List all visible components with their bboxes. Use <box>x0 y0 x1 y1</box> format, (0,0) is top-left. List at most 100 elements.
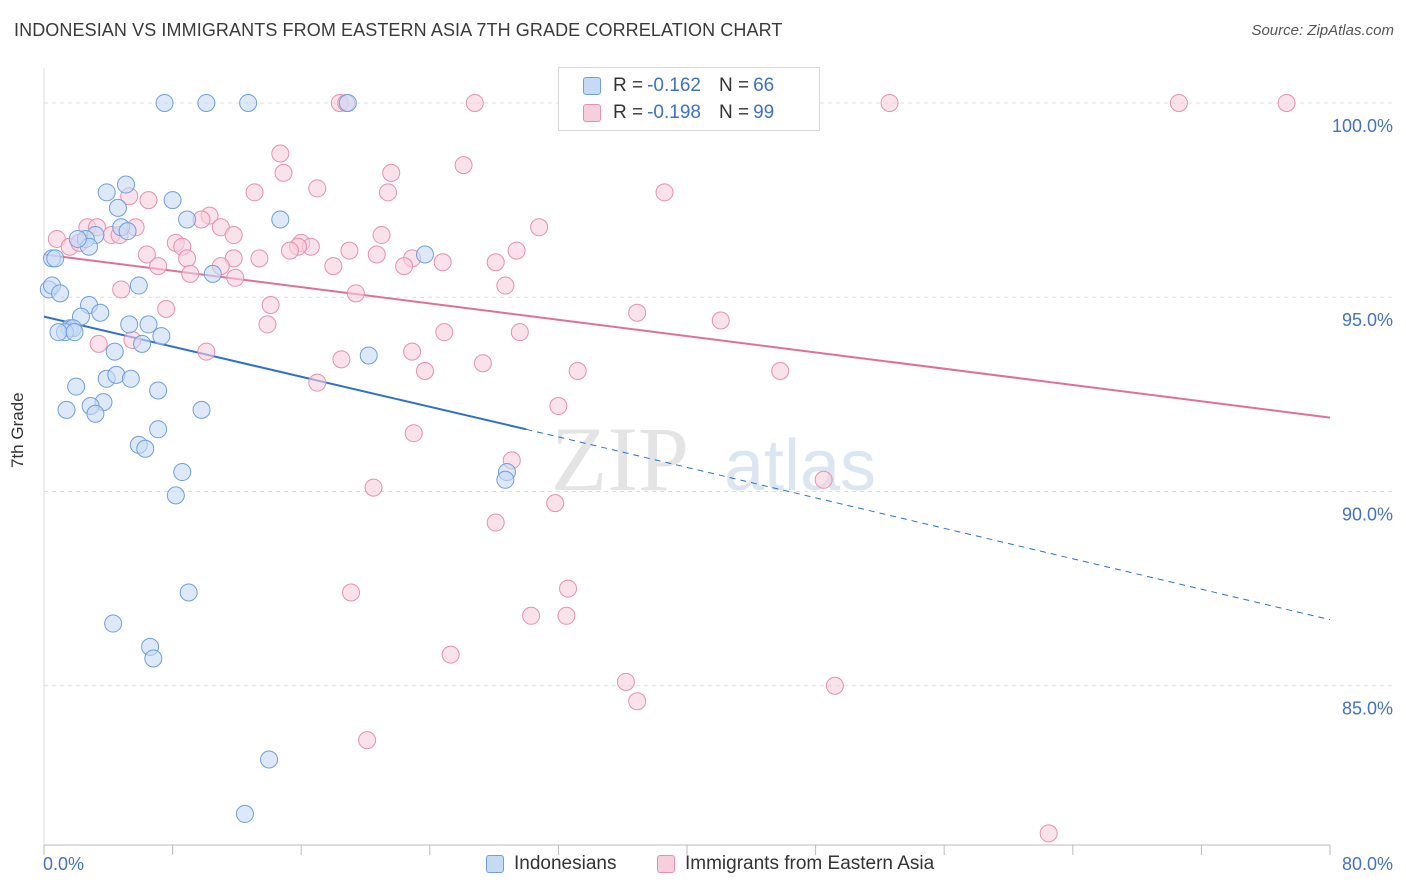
data-point-eastern-asia <box>367 245 386 264</box>
data-point-indonesians <box>68 229 87 248</box>
data-point-indonesians <box>116 175 135 194</box>
data-point-indonesians <box>173 463 192 482</box>
data-point-eastern-asia <box>112 280 131 299</box>
trend-line-indonesians-extension <box>526 428 1331 621</box>
data-point-indonesians <box>239 93 258 112</box>
data-point-eastern-asia <box>346 284 365 303</box>
data-point-indonesians <box>108 198 127 217</box>
data-point-eastern-asia <box>403 342 422 361</box>
legend-swatch-pink <box>583 104 601 122</box>
data-point-indonesians <box>129 276 148 295</box>
legend-r-label: R = <box>613 75 644 96</box>
y-axis-label: 7th Grade <box>8 392 27 468</box>
data-point-eastern-asia <box>261 295 280 314</box>
data-point-indonesians <box>133 334 152 353</box>
data-point-eastern-asia <box>372 226 391 245</box>
data-point-indonesians <box>65 323 84 342</box>
data-point-indonesians <box>49 323 68 342</box>
legend-label: Indonesians <box>514 853 617 874</box>
data-point-eastern-asia <box>157 299 176 318</box>
legend-r-label: R = <box>613 102 644 123</box>
legend-r-value: -0.162 <box>647 75 701 96</box>
data-point-indonesians <box>197 93 216 112</box>
data-point-eastern-asia <box>280 241 299 260</box>
data-point-indonesians <box>359 346 378 365</box>
data-point-eastern-asia <box>139 191 158 210</box>
data-point-eastern-asia <box>226 268 245 287</box>
data-point-indonesians <box>178 210 197 229</box>
data-point-indonesians <box>86 404 105 423</box>
y-tick-label: 100.0% <box>1332 116 1393 136</box>
stats-legend: R = -0.162 N = 66 R = -0.198 N = 99 <box>558 67 820 131</box>
data-point-eastern-asia <box>342 583 361 602</box>
data-point-indonesians <box>120 315 139 334</box>
data-point-indonesians <box>203 264 222 283</box>
x-tick-label: 0.0% <box>43 854 84 874</box>
data-point-eastern-asia <box>880 93 899 112</box>
data-point-eastern-asia <box>510 323 529 342</box>
legend-r-value: -0.198 <box>647 102 701 123</box>
data-point-indonesians <box>46 249 65 268</box>
data-point-eastern-asia <box>568 362 587 381</box>
y-tick-label: 90.0% <box>1342 504 1393 524</box>
data-point-indonesians <box>415 245 434 264</box>
data-point-eastern-asia <box>814 470 833 489</box>
data-point-indonesians <box>192 400 211 419</box>
data-point-indonesians <box>67 377 86 396</box>
data-point-indonesians <box>104 614 123 633</box>
data-point-eastern-asia <box>628 692 647 711</box>
data-point-indonesians <box>91 303 110 322</box>
data-point-indonesians <box>139 315 158 334</box>
tick-labels: 85.0% 90.0% 95.0% 100.0% 0.0% 80.0% <box>43 116 1393 874</box>
data-point-indonesians <box>155 93 174 112</box>
watermark: ZIP atlas <box>551 408 876 510</box>
trend-line-indonesians <box>43 315 527 431</box>
data-point-eastern-asia <box>415 362 434 381</box>
data-point-indonesians <box>97 183 116 202</box>
data-point-eastern-asia <box>274 163 293 182</box>
data-point-eastern-asia <box>308 373 327 392</box>
trend-lines <box>43 253 1331 621</box>
data-point-eastern-asia <box>379 183 398 202</box>
data-point-eastern-asia <box>258 315 277 334</box>
data-point-eastern-asia <box>1039 824 1058 843</box>
data-point-indonesians <box>144 649 163 668</box>
trend-line-eastern-asia <box>43 253 1331 419</box>
data-point-eastern-asia <box>340 241 359 260</box>
data-point-indonesians <box>118 222 137 241</box>
data-point-eastern-asia <box>628 303 647 322</box>
data-point-indonesians <box>338 93 357 112</box>
legend-label: Immigrants from Eastern Asia <box>685 853 935 874</box>
legend-n-value: 99 <box>753 102 775 123</box>
x-tick-label: 80.0% <box>1342 854 1393 874</box>
data-point-eastern-asia <box>364 478 383 497</box>
legend-item-indonesians[interactable]: Indonesians <box>486 852 616 876</box>
data-point-indonesians <box>121 369 140 388</box>
source-label: Source: ZipAtlas.com <box>1251 22 1394 39</box>
data-point-eastern-asia <box>178 249 197 268</box>
data-point-indonesians <box>179 583 198 602</box>
legend-swatch-pink <box>657 855 675 873</box>
data-point-eastern-asia <box>530 218 549 237</box>
data-point-eastern-asia <box>486 513 505 532</box>
data-point-eastern-asia <box>245 183 264 202</box>
data-point-indonesians <box>51 284 70 303</box>
data-point-eastern-asia <box>559 579 578 598</box>
data-point-indonesians <box>105 342 124 361</box>
data-point-indonesians <box>136 439 155 458</box>
data-point-eastern-asia <box>149 257 168 276</box>
data-point-eastern-asia <box>181 264 200 283</box>
data-point-eastern-asia <box>507 241 526 260</box>
legend-item-eastern-asia[interactable]: Immigrants from Eastern Asia <box>657 852 934 876</box>
data-point-eastern-asia <box>616 672 635 691</box>
data-points <box>39 93 1296 843</box>
legend-swatch-blue <box>583 77 601 95</box>
chart-title: INDONESIAN VS IMMIGRANTS FROM EASTERN AS… <box>14 20 783 40</box>
data-point-eastern-asia <box>358 731 377 750</box>
data-point-eastern-asia <box>324 257 343 276</box>
data-point-eastern-asia <box>404 424 423 443</box>
data-point-eastern-asia <box>433 253 452 272</box>
data-point-indonesians <box>152 327 171 346</box>
data-point-eastern-asia <box>441 645 460 664</box>
